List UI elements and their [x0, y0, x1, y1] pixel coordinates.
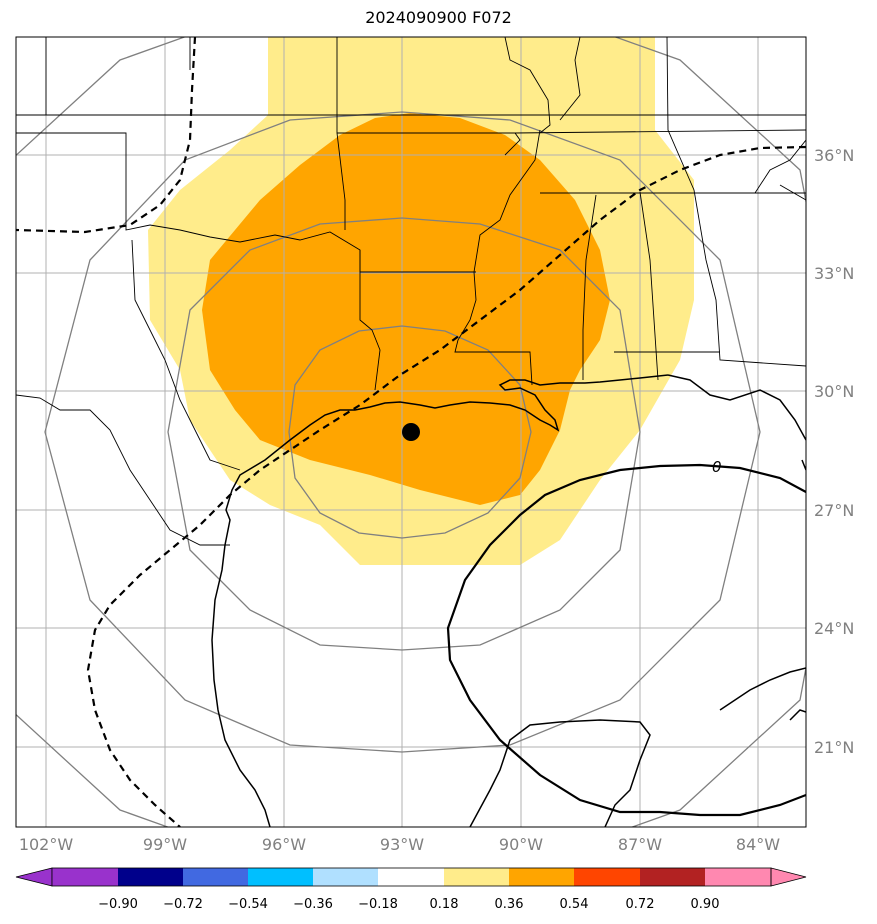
map-title: 2024090900 F072 — [365, 8, 512, 27]
coastlines — [211, 374, 806, 827]
lat-label: 36°N — [814, 146, 854, 165]
lon-label: 84°W — [736, 835, 780, 854]
storm-center-dot — [402, 423, 420, 441]
colorbar-tick-label: 0.54 — [560, 897, 589, 912]
colorbar: −0.90 −0.72 −0.54 −0.36 −0.18 0.18 0.36 … — [15, 867, 807, 912]
lat-label: 33°N — [814, 264, 854, 283]
lat-label: 30°N — [814, 382, 854, 401]
colorbar-cell — [705, 868, 771, 886]
lon-label: 93°W — [380, 835, 424, 854]
lon-label: 102°W — [19, 835, 74, 854]
colorbar-cell — [52, 868, 118, 886]
lat-label: 27°N — [814, 501, 854, 520]
lon-label: 87°W — [618, 835, 662, 854]
political-borders — [16, 37, 806, 546]
zero-contour — [446, 463, 806, 817]
colorbar-cell — [640, 868, 705, 886]
track-lines — [16, 37, 806, 827]
lon-label: 96°W — [262, 835, 306, 854]
colorbar-extend-high — [770, 867, 807, 887]
colorbar-extend-low — [15, 867, 53, 887]
map-frame — [15, 36, 807, 828]
lon-label: 99°W — [143, 835, 187, 854]
longitude-labels: 102°W 99°W 96°W 93°W 90°W 87°W 84°W — [19, 835, 780, 854]
colorbar-tick-label: −0.72 — [163, 897, 203, 912]
latitude-labels: 36°N 33°N 30°N 27°N 24°N 21°N — [814, 146, 854, 757]
map-area: 0 — [16, 37, 806, 827]
contour-label: 0 — [712, 458, 722, 476]
lon-label: 90°W — [499, 835, 543, 854]
colorbar-cell — [574, 868, 640, 886]
colorbar-cell — [313, 868, 378, 886]
colorbar-cell — [183, 868, 248, 886]
colorbar-tick-label: −0.18 — [358, 897, 398, 912]
colorbar-tick-label: 0.90 — [691, 897, 720, 912]
colorbar-cell — [378, 868, 444, 886]
probability-region-orange — [202, 113, 610, 505]
colorbar-tick-label: −0.54 — [228, 897, 268, 912]
colorbar-tick-label: 0.36 — [495, 897, 524, 912]
colorbar-tick-label: 0.18 — [430, 897, 459, 912]
colorbar-cell — [444, 868, 509, 886]
lat-label: 21°N — [814, 738, 854, 757]
colorbar-cell — [248, 868, 313, 886]
colorbar-tick-label: 0.72 — [626, 897, 655, 912]
colorbar-cell — [118, 868, 183, 886]
colorbar-cell — [509, 868, 574, 886]
colorbar-tick-label: −0.90 — [98, 897, 138, 912]
lat-label: 24°N — [814, 619, 854, 638]
colorbar-tick-label: −0.36 — [293, 897, 333, 912]
colorbar-frame — [51, 867, 772, 887]
